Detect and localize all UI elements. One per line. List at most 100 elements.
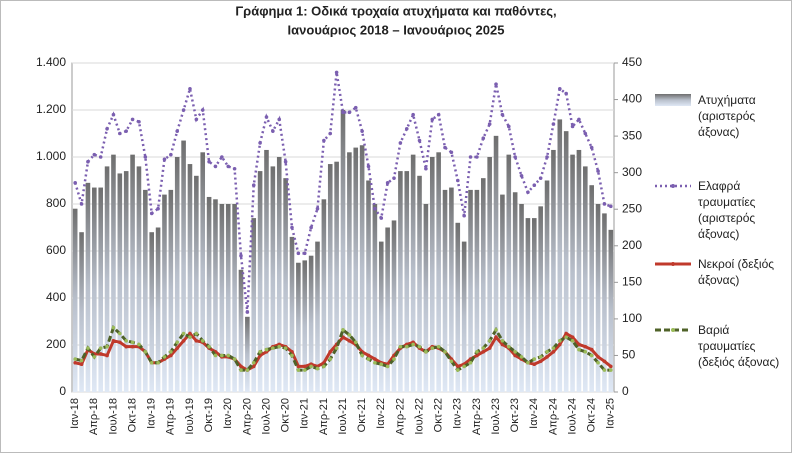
marker xyxy=(366,164,371,169)
marker xyxy=(220,353,224,358)
bar xyxy=(544,180,550,392)
marker xyxy=(347,110,352,115)
marker xyxy=(341,328,345,332)
marker xyxy=(98,346,103,350)
marker xyxy=(398,344,403,349)
marker xyxy=(564,331,568,336)
marker xyxy=(283,346,288,350)
y-tick-label: 200 xyxy=(46,337,66,351)
y-tick-label: 600 xyxy=(46,243,66,257)
bar xyxy=(506,154,512,392)
marker xyxy=(449,359,454,364)
marker xyxy=(322,138,326,143)
x-tick-label: Οκτ-23 xyxy=(509,398,521,432)
marker xyxy=(98,155,103,159)
y-tick-label: 1.200 xyxy=(36,102,66,116)
marker xyxy=(264,347,269,352)
bar xyxy=(602,213,607,392)
marker xyxy=(92,355,97,359)
marker xyxy=(156,360,160,365)
bar xyxy=(187,164,193,392)
bar xyxy=(372,204,378,392)
marker xyxy=(500,339,505,343)
bar xyxy=(340,110,346,392)
marker xyxy=(232,166,237,171)
marker xyxy=(577,117,581,122)
marker xyxy=(143,155,148,159)
marker xyxy=(277,344,282,349)
marker xyxy=(283,159,288,164)
marker xyxy=(589,145,594,150)
marker xyxy=(404,127,409,131)
marker xyxy=(373,206,377,211)
marker xyxy=(360,129,364,133)
marker xyxy=(124,129,128,133)
marker xyxy=(538,359,543,364)
marker xyxy=(392,357,396,361)
marker xyxy=(245,310,250,314)
marker xyxy=(411,342,415,347)
bar xyxy=(461,241,467,392)
marker xyxy=(609,368,613,372)
x-tick-label: Ιαν-19 xyxy=(146,398,158,429)
marker xyxy=(417,138,422,143)
chart-title: Ιανουάριος 2018 – Ιανουάριος 2025 xyxy=(288,22,505,37)
bar xyxy=(576,149,582,392)
marker xyxy=(149,211,154,216)
x-tick-label: Ιουλ-20 xyxy=(260,398,272,435)
marker xyxy=(290,353,294,358)
y2-tick-label: 0 xyxy=(622,384,629,398)
marker xyxy=(251,360,256,365)
marker xyxy=(226,353,231,358)
marker xyxy=(302,368,307,372)
marker xyxy=(169,349,173,354)
marker xyxy=(124,344,128,349)
marker xyxy=(532,362,537,367)
marker xyxy=(449,150,454,155)
marker xyxy=(334,346,339,350)
bar xyxy=(410,154,416,392)
marker xyxy=(468,155,473,159)
marker xyxy=(188,331,192,336)
bar xyxy=(232,204,237,392)
marker xyxy=(526,190,530,195)
marker xyxy=(475,155,479,159)
marker xyxy=(545,355,549,359)
marker xyxy=(385,181,390,185)
marker xyxy=(79,358,84,363)
x-tick-label: Οκτ-22 xyxy=(433,398,445,432)
marker xyxy=(328,131,333,136)
marker xyxy=(353,340,358,345)
bar xyxy=(85,182,91,392)
legend-marker xyxy=(671,184,675,188)
marker xyxy=(175,340,180,345)
marker xyxy=(596,360,600,365)
bar xyxy=(104,166,110,392)
marker xyxy=(487,339,492,343)
marker xyxy=(86,346,90,350)
marker xyxy=(538,176,543,180)
bar xyxy=(512,192,518,392)
y-tick-label: 1.400 xyxy=(36,55,66,69)
marker xyxy=(322,364,326,369)
y2-tick-label: 200 xyxy=(622,238,642,252)
bar xyxy=(168,189,174,392)
y2-tick-label: 250 xyxy=(622,201,642,215)
x-tick-label: Ιαν-25 xyxy=(605,398,617,429)
bar xyxy=(302,260,308,392)
marker xyxy=(494,82,498,86)
x-tick-label: Ιουλ-21 xyxy=(337,398,349,435)
marker xyxy=(118,131,122,136)
marker xyxy=(589,347,594,352)
bar xyxy=(219,204,225,392)
marker xyxy=(532,183,537,187)
legend-label: Νεκροί (δεξιός άξονας) xyxy=(698,257,775,287)
marker xyxy=(513,353,517,358)
marker xyxy=(169,353,173,358)
x-tick-label: Ιαν-24 xyxy=(528,398,540,429)
bar xyxy=(353,147,359,392)
marker xyxy=(315,366,320,371)
bar xyxy=(283,178,288,392)
bar xyxy=(98,187,103,392)
